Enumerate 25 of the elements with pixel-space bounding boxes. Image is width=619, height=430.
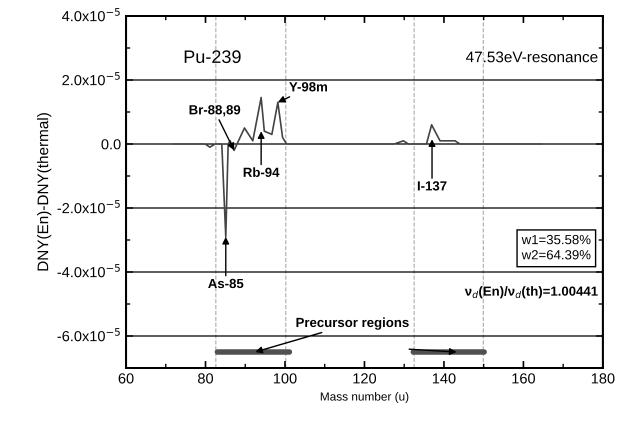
y-tick-label: 2.0x10$^{−5}$: [62, 72, 120, 86]
annotation: w1=35.58% w2=64.39%: [522, 234, 591, 260]
annotation: I-137: [418, 181, 446, 191]
y-axis-title: DNY(En)-DNY(thermal): [37, 113, 52, 271]
x-axis-title: Mass number (u): [320, 392, 408, 404]
annotation: Rb-94: [244, 167, 280, 177]
annotation: ν$_{d}$(En)/ν$_{d}$(th)=1.00441: [464, 286, 598, 298]
y-tick-label: -4.0x10$^{−5}$: [58, 264, 120, 278]
x-tick-label: 140: [432, 373, 456, 384]
x-tick-label: 120: [353, 373, 376, 384]
annotation: Br-88,89: [190, 105, 240, 116]
x-tick-label: 80: [198, 373, 214, 384]
y-tick-label: 0.0: [101, 139, 121, 150]
x-tick-label: 100: [274, 373, 297, 384]
x-tick-label: 60: [118, 373, 134, 384]
annotation: Precursor regions: [296, 317, 409, 330]
x-tick-label: 180: [592, 373, 615, 384]
annotation: Pu-239: [184, 50, 241, 64]
annotation: 47.53eV-resonance: [466, 52, 598, 62]
y-tick-label: 4.0x10$^{−5}$: [62, 8, 120, 22]
annotation: As-85: [208, 278, 244, 288]
x-tick-label: 160: [512, 373, 536, 384]
y-tick-label: -2.0x10$^{−5}$: [58, 200, 120, 214]
annotation: Y-98m: [289, 82, 328, 92]
y-tick-label: -6.0x10$^{−5}$: [58, 328, 120, 342]
